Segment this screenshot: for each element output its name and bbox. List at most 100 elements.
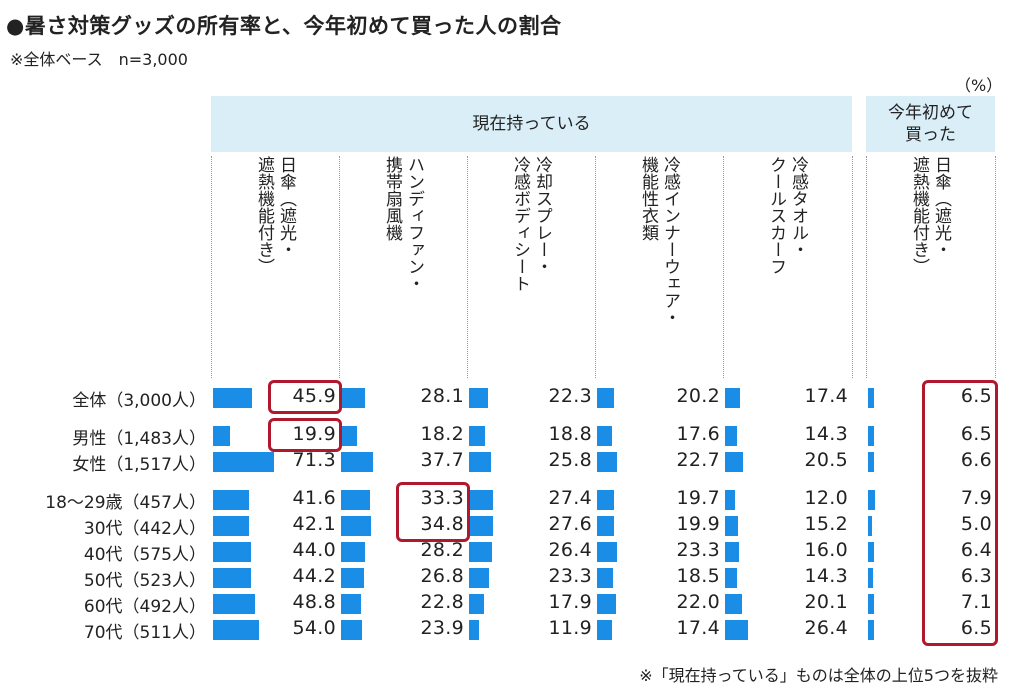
- data-label: 19.7: [676, 487, 720, 509]
- data-label: 41.6: [292, 487, 336, 509]
- bar: [597, 542, 618, 562]
- row-label: 30代（442人）: [83, 519, 206, 539]
- bar: [597, 594, 616, 614]
- data-label: 5.0: [960, 513, 992, 535]
- column-label-text: ハンディファン・ 携帯扇風機: [382, 156, 424, 292]
- bar: [469, 542, 492, 562]
- data-label: 6.3: [960, 565, 992, 587]
- data-label: 48.8: [292, 591, 336, 613]
- bar: [597, 426, 613, 446]
- bar: [469, 426, 486, 446]
- bar: [341, 516, 371, 536]
- bar: [213, 426, 231, 446]
- row-label: 70代（511人）: [83, 623, 206, 643]
- column-divider: [595, 156, 596, 378]
- bar: [341, 620, 362, 640]
- bar: [469, 568, 490, 588]
- data-label: 18.2: [420, 423, 464, 445]
- bar: [341, 568, 365, 588]
- data-label: 44.0: [292, 539, 336, 561]
- bar: [868, 594, 875, 614]
- bar: [341, 426, 357, 446]
- bar: [341, 490, 370, 510]
- row-label: 50代（523人）: [83, 571, 206, 591]
- unit-label: （%）: [955, 76, 1003, 95]
- data-label: 6.5: [960, 385, 992, 407]
- data-label: 6.5: [960, 423, 992, 445]
- column-label-text: 冷却スプレー・ 冷感ボディシート: [510, 156, 552, 292]
- data-label: 71.3: [292, 449, 336, 471]
- bar: [341, 542, 366, 562]
- bar: [469, 452, 492, 472]
- bar: [213, 388, 253, 408]
- data-label: 19.9: [292, 423, 336, 445]
- column-divider: [866, 156, 867, 378]
- data-label: 19.9: [676, 513, 720, 535]
- data-label: 6.5: [960, 617, 992, 639]
- data-label: 17.4: [804, 385, 848, 407]
- bar: [469, 594, 485, 614]
- bar: [213, 490, 249, 510]
- highlight-box: [396, 482, 470, 542]
- data-label: 23.9: [420, 617, 464, 639]
- highlight-box: [922, 380, 998, 646]
- bar: [469, 620, 480, 640]
- data-label: 28.2: [420, 539, 464, 561]
- bar: [868, 452, 874, 472]
- bar: [597, 452, 617, 472]
- bar: [341, 452, 374, 472]
- data-label: 22.7: [676, 449, 720, 471]
- column-label-text: 冷感タオル・ クールスカーフ: [766, 156, 808, 275]
- column-label-text: 日傘（遮光・ 遮熱機能付き）: [254, 156, 296, 275]
- bar: [725, 388, 740, 408]
- row-label: 女性（1,517人）: [72, 455, 206, 475]
- bar: [469, 490, 493, 510]
- data-label: 17.9: [548, 591, 592, 613]
- column-divider: [723, 156, 724, 378]
- bar: [725, 490, 736, 510]
- data-label: 27.4: [548, 487, 592, 509]
- data-label: 15.2: [804, 513, 848, 535]
- bar: [868, 388, 874, 408]
- column-label-text: 冷感インナーウェア・ 機能性衣類: [638, 156, 680, 326]
- data-label: 28.1: [420, 385, 464, 407]
- bar: [469, 516, 493, 536]
- data-label: 7.1: [960, 591, 992, 613]
- data-label: 20.1: [804, 591, 848, 613]
- highlight-box: [268, 380, 342, 414]
- bar: [469, 388, 489, 408]
- footnote: ※「現在持っている」ものは全体の上位5つを抜粋: [639, 666, 998, 685]
- data-label: 18.8: [548, 423, 592, 445]
- bar: [725, 452, 743, 472]
- data-label: 11.9: [548, 617, 592, 639]
- data-label: 26.4: [804, 617, 848, 639]
- data-label: 6.4: [960, 539, 992, 561]
- bar: [725, 516, 739, 536]
- data-label: 37.7: [420, 449, 464, 471]
- column-label-text: 日傘（遮光・ 遮熱機能付き）: [909, 156, 951, 275]
- column-label-6: 日傘（遮光・ 遮熱機能付き）: [866, 156, 994, 372]
- data-label: 18.5: [676, 565, 720, 587]
- bar: [213, 620, 260, 640]
- data-label: 54.0: [292, 617, 336, 639]
- data-label: 12.0: [804, 487, 848, 509]
- data-label: 44.2: [292, 565, 336, 587]
- data-label: 22.3: [548, 385, 592, 407]
- group-header-owned: 現在持っている: [211, 96, 852, 152]
- data-label: 25.8: [548, 449, 592, 471]
- data-label: 20.5: [804, 449, 848, 471]
- data-label: 17.4: [676, 617, 720, 639]
- chart-title: ●暑さ対策グッズの所有率と、今年初めて買った人の割合: [6, 14, 562, 38]
- column-label-1: 日傘（遮光・ 遮熱機能付き）: [211, 156, 339, 372]
- bar: [213, 516, 250, 536]
- bar: [597, 388, 615, 408]
- column-divider: [852, 156, 853, 378]
- data-label: 23.3: [676, 539, 720, 561]
- column-divider: [339, 156, 340, 378]
- data-label: 26.8: [420, 565, 464, 587]
- bar: [725, 542, 739, 562]
- data-label: 14.3: [804, 565, 848, 587]
- data-label: 14.3: [804, 423, 848, 445]
- bar: [868, 516, 873, 536]
- bar: [213, 452, 275, 472]
